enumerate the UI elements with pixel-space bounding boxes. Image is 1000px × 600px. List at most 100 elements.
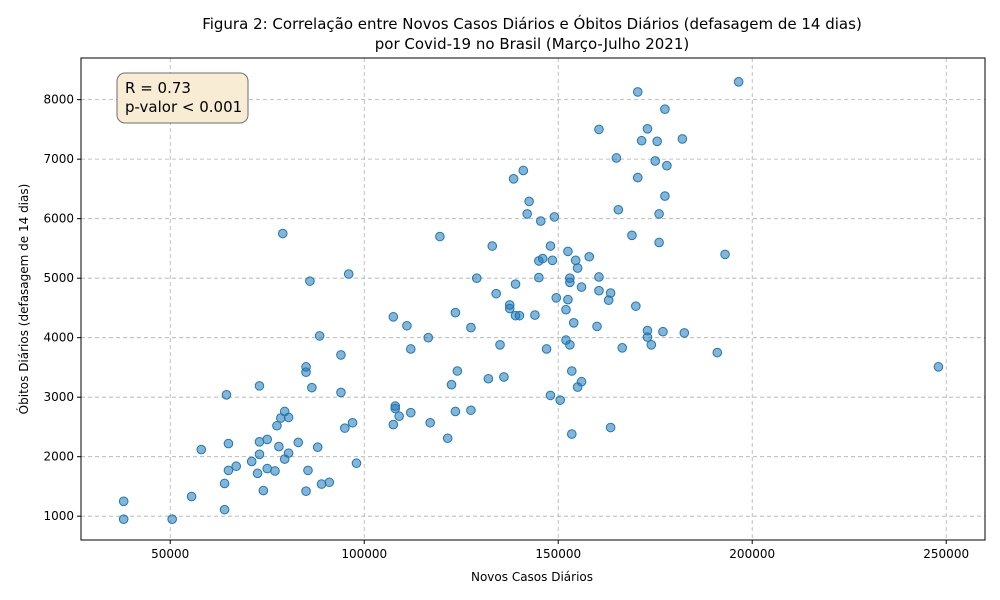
data-point (390, 403, 401, 414)
data-point (450, 307, 461, 318)
x-tick-label: 50000 (151, 547, 189, 561)
chart-title-line-1: Figura 2: Correlação entre Novos Casos D… (202, 14, 862, 33)
data-point (452, 366, 463, 376)
data-point (254, 449, 265, 460)
data-point (547, 255, 558, 266)
data-point (576, 376, 587, 387)
data-point (660, 104, 670, 114)
data-point (219, 478, 230, 489)
y-tick-label: 8000 (43, 93, 74, 107)
data-point (483, 373, 494, 384)
data-point (508, 173, 519, 184)
y-tick-label: 4000 (43, 331, 74, 345)
y-tick-label: 2000 (43, 450, 74, 464)
data-point (442, 433, 453, 444)
data-point (324, 477, 335, 488)
data-point (314, 331, 325, 341)
data-point (563, 294, 573, 305)
data-point (584, 251, 595, 262)
data-point (617, 342, 628, 353)
data-point (594, 124, 604, 135)
stat-annotation: R = 0.73 p-valor < 0.001 (116, 72, 249, 124)
data-point (566, 429, 577, 439)
data-point (471, 273, 482, 283)
data-point (270, 466, 280, 476)
data-point (423, 332, 434, 343)
data-point (405, 344, 416, 354)
data-point (336, 350, 346, 360)
data-point (565, 340, 575, 350)
data-point (549, 212, 560, 222)
data-point (272, 420, 282, 431)
data-point (654, 237, 664, 248)
data-point (223, 465, 234, 476)
data-point (642, 124, 653, 134)
data-point (545, 241, 556, 251)
data-point (605, 422, 616, 433)
data-point (254, 381, 265, 391)
data-point (565, 277, 575, 288)
data-point (646, 340, 657, 350)
data-point (293, 437, 304, 448)
data-point (388, 312, 399, 322)
data-point (570, 255, 581, 266)
data-point (283, 448, 294, 458)
data-point (561, 304, 571, 315)
data-point (679, 328, 690, 338)
stat-annotation-box (116, 72, 249, 124)
data-point (274, 441, 284, 452)
data-point (336, 387, 346, 398)
data-point (405, 407, 416, 418)
axis-ticks: 50000 100000 150000 200000 250000 1000 2000 300… (43, 93, 969, 561)
y-tick-label: 6000 (43, 212, 74, 226)
grid (81, 58, 985, 540)
data-point (631, 301, 641, 311)
data-point (388, 419, 399, 430)
data-point (196, 444, 207, 455)
x-axis-label: Novos Casos Diários (471, 570, 593, 584)
data-point (491, 288, 501, 299)
data-point (402, 320, 412, 331)
x-tick-label: 250000 (923, 547, 969, 561)
data-point (223, 438, 234, 449)
x-tick-label: 100000 (341, 547, 387, 561)
data-point (246, 456, 257, 467)
data-point (466, 322, 476, 333)
y-tick-label: 3000 (43, 390, 74, 404)
data-point (231, 461, 241, 472)
data-point (518, 165, 529, 176)
data-point (514, 310, 525, 321)
data-point (642, 325, 653, 336)
data-point (446, 379, 457, 390)
data-point (545, 390, 556, 401)
data-point (186, 491, 197, 502)
x-tick-label: 150000 (535, 547, 581, 561)
data-points (118, 77, 944, 524)
data-point (658, 326, 668, 337)
data-point (351, 458, 362, 469)
data-point (530, 310, 540, 320)
data-point (650, 156, 661, 166)
data-point (537, 253, 548, 264)
data-point (605, 288, 616, 298)
data-point (118, 496, 129, 507)
data-point (576, 282, 587, 292)
data-point (258, 485, 269, 496)
data-point (654, 209, 664, 219)
data-point (510, 279, 521, 289)
data-point (394, 411, 404, 422)
data-point (450, 406, 461, 417)
data-point (555, 395, 565, 405)
data-point (504, 303, 515, 314)
y-tick-label: 1000 (43, 509, 74, 523)
data-point (632, 87, 643, 97)
data-point (662, 160, 672, 171)
data-point (277, 228, 288, 239)
x-tick-label: 200000 (729, 547, 775, 561)
data-point (340, 423, 350, 433)
data-point (933, 362, 944, 372)
y-tick-label: 7000 (43, 152, 74, 166)
data-point (435, 231, 445, 242)
data-point (118, 514, 129, 524)
data-point (487, 241, 498, 251)
